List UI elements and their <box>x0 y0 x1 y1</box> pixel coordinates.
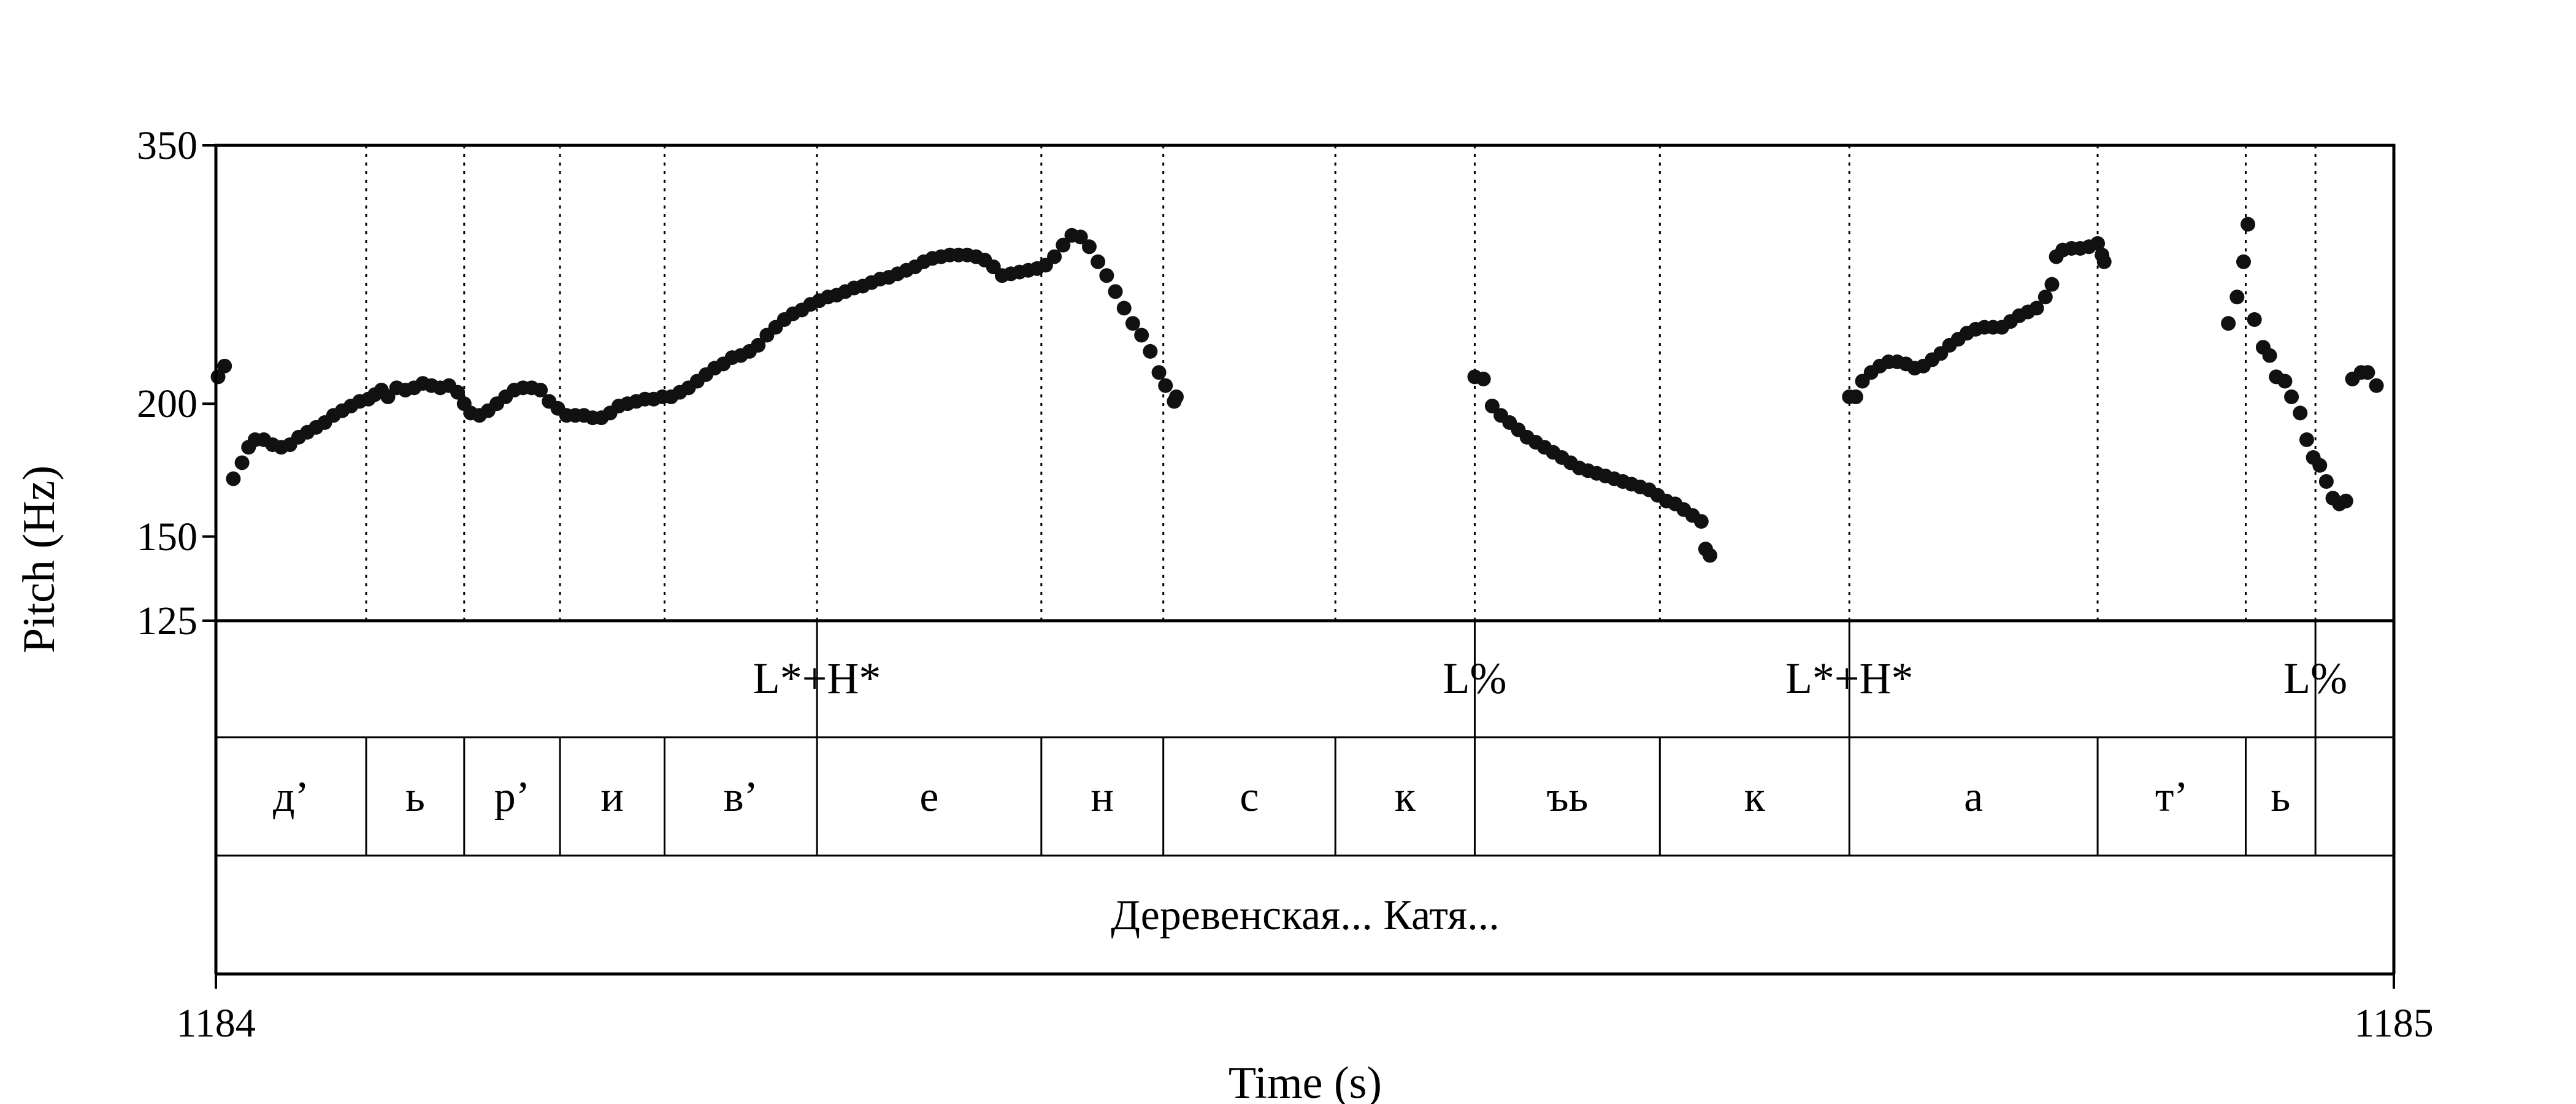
pitch-point <box>2318 473 2334 489</box>
pitch-point <box>1099 268 1114 283</box>
pitch-point <box>1151 365 1167 380</box>
segment-boundaries <box>365 145 2317 621</box>
pitch-point <box>2360 365 2375 380</box>
segment-label: ъь <box>1546 773 1588 821</box>
pitch-point <box>2221 316 2236 331</box>
pitch-point <box>2241 217 2256 232</box>
pitch-point <box>1158 378 1173 393</box>
segment-label: а <box>1964 773 1983 821</box>
y-axis-title: Pitch (Hz) <box>14 466 64 653</box>
pitch-point <box>2236 254 2251 269</box>
y-tick-label: 125 <box>137 599 197 643</box>
segment-label: р’ <box>494 773 530 821</box>
segment-label: в’ <box>724 773 758 821</box>
pitch-point <box>1848 389 1863 405</box>
x-axis-title: Time (s) <box>1229 1058 1382 1104</box>
pitch-point <box>2037 289 2053 305</box>
pitch-point <box>1125 316 1140 331</box>
pitch-point <box>2262 348 2277 363</box>
segment-label: н <box>1091 773 1114 821</box>
pitch-panel-frame <box>214 144 2396 623</box>
segment-label: е <box>919 773 938 821</box>
pitch-point <box>1702 548 1717 563</box>
segment-label: с <box>1240 773 1259 821</box>
pitch-point <box>1143 343 1158 359</box>
pitch-point <box>2229 289 2245 305</box>
pitch-point <box>1073 229 1088 245</box>
pitch-point <box>1056 237 1071 253</box>
pitch-point <box>1168 389 1184 405</box>
pitch-point <box>234 455 250 470</box>
word-tier-label: Деревенская... Катя... <box>1111 892 1500 939</box>
pitch-point <box>1108 284 1123 299</box>
pitch-point <box>1091 254 1106 269</box>
segment-label: и <box>601 773 624 821</box>
pitch-point <box>2293 405 2308 421</box>
y-tick-label: 200 <box>137 381 197 426</box>
x-axis: 1184 1185 <box>176 974 2434 1046</box>
x-tick-label: 1184 <box>176 1001 256 1046</box>
pitch-point <box>2096 254 2112 269</box>
segment-label: т’ <box>2155 773 2188 821</box>
pitch-point <box>1134 328 1149 343</box>
pitch-point <box>1047 249 1062 264</box>
y-tick-label: 150 <box>137 515 197 559</box>
tone-label: L% <box>2283 654 2347 703</box>
pitch-point <box>1484 398 1500 413</box>
segment-label: ь <box>405 773 425 821</box>
pitch-point <box>533 382 548 397</box>
pitch-point <box>2299 432 2314 447</box>
tone-tier: L*+H* L% L*+H* L% <box>753 621 2347 737</box>
y-axis: 350 200 150 125 <box>137 123 216 643</box>
pitch-point <box>1081 239 1097 255</box>
plot-frames <box>214 144 2396 976</box>
pitch-point <box>2044 277 2060 292</box>
segment-label: к <box>1395 773 1416 821</box>
y-tick-label: 350 <box>137 123 197 168</box>
pitch-point <box>2312 458 2328 473</box>
tone-label: L*+H* <box>1785 654 1914 703</box>
tone-tier-frame <box>215 619 2395 738</box>
pitch-point <box>2369 378 2384 393</box>
pitch-points <box>210 217 2384 563</box>
pitch-point <box>2277 374 2293 389</box>
pitch-point <box>2029 301 2044 316</box>
segment-label: д’ <box>273 773 309 821</box>
x-tick-label: 1185 <box>2354 1001 2434 1046</box>
pitch-point <box>2338 493 2353 508</box>
segment-label: к <box>1744 773 1766 821</box>
pitch-point <box>2247 312 2262 327</box>
segment-label: ь <box>2271 773 2290 821</box>
pitch-point <box>1116 301 1132 316</box>
pitch-point <box>2090 236 2106 251</box>
tone-label: L% <box>1443 654 1506 703</box>
tone-label: L*+H* <box>753 654 881 703</box>
segment-tier: д’ ь р’ и в’ е н с к ъь к а т’ ь <box>273 737 2317 856</box>
pitch-point <box>226 471 241 486</box>
segment-tier-frame <box>215 736 2395 857</box>
pitch-point <box>751 337 766 353</box>
pitch-point <box>1476 371 1491 386</box>
pitch-point <box>217 358 232 374</box>
pitch-point <box>2284 389 2299 405</box>
pitch-point <box>1693 514 1709 529</box>
pitch-point <box>450 385 466 400</box>
